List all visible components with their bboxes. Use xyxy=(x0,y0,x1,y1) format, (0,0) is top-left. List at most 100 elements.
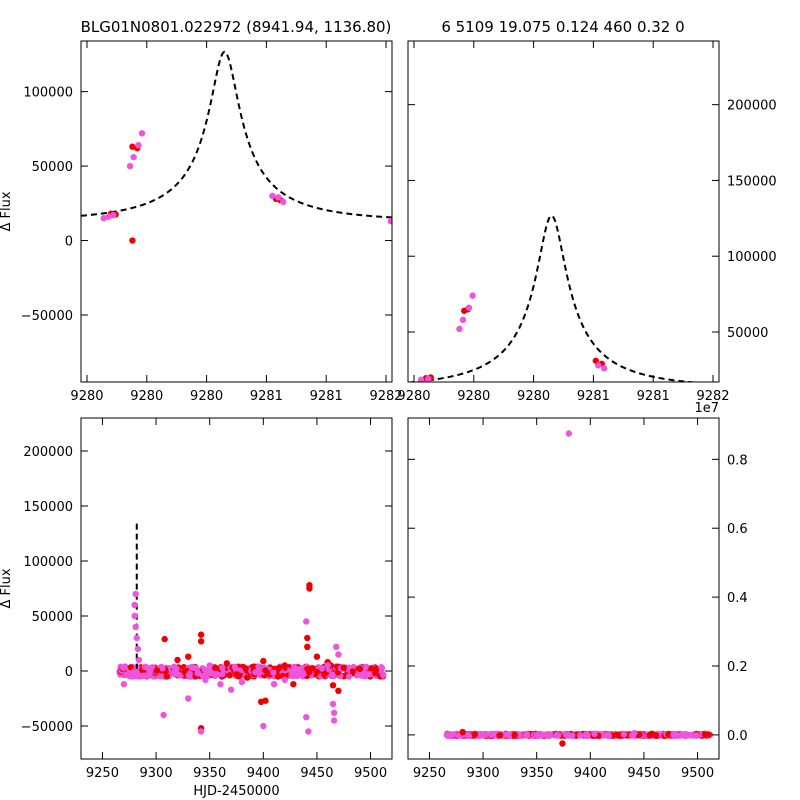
data-point-baseline xyxy=(591,730,598,738)
data-point-baseline xyxy=(255,663,262,670)
y-offset-label: 1e7 xyxy=(694,401,719,416)
x-tick-label: 9280 xyxy=(70,389,103,404)
data-point-baseline xyxy=(682,731,690,738)
data-point-baseline xyxy=(180,663,188,671)
x-tick-label: 9280 xyxy=(517,389,550,404)
data-point-baseline xyxy=(305,669,313,676)
data-point-baseline xyxy=(636,731,643,738)
data-point-magenta xyxy=(281,676,288,683)
y-tick-label: 200000 xyxy=(727,99,777,114)
data-point-baseline xyxy=(219,671,226,678)
data-point-magenta xyxy=(275,194,282,201)
data-point-baseline xyxy=(471,731,479,738)
y-tick-label: 150000 xyxy=(23,500,73,515)
data-point-baseline xyxy=(119,664,127,671)
x-tick-label: 9350 xyxy=(193,766,226,781)
data-point-red xyxy=(129,237,136,244)
data-point-magenta xyxy=(330,709,338,716)
data-point-magenta xyxy=(345,673,353,680)
x-tick-label: 9282 xyxy=(369,389,402,404)
data-point-magenta xyxy=(129,673,136,680)
data-point-red xyxy=(559,740,566,747)
x-tick-label: 9500 xyxy=(681,766,714,781)
data-point-baseline xyxy=(524,731,531,739)
x-tick-label: 9280 xyxy=(130,389,163,404)
y-tick-label: −50000 xyxy=(21,720,73,735)
x-tick-label: 9280 xyxy=(457,389,490,404)
x-tick-label: 9250 xyxy=(86,766,119,781)
y-tick-label: −50000 xyxy=(21,309,73,324)
data-point-baseline xyxy=(194,669,202,676)
data-point-magenta xyxy=(479,731,487,739)
y-tick-label: 100000 xyxy=(23,555,73,570)
y-tick-label: 0.8 xyxy=(727,453,748,468)
x-tick-label: 9400 xyxy=(574,766,607,781)
data-point-magenta xyxy=(134,645,142,653)
chart-panel-bottom-left: 9250 9300 9350 9400 9450 9500 −50000 0 50000 1000… xyxy=(0,417,393,799)
data-point-baseline xyxy=(219,664,226,671)
axes-frame xyxy=(407,40,720,383)
x-tick-label: 9300 xyxy=(467,766,500,781)
data-point-magenta xyxy=(238,678,246,686)
data-point-red xyxy=(262,697,269,704)
y-tick-label: 0 xyxy=(65,235,73,250)
data-point-baseline xyxy=(144,672,152,679)
data-point-baseline xyxy=(349,668,357,675)
data-point-magenta xyxy=(600,365,608,372)
y-tick-label: 200000 xyxy=(23,445,73,460)
data-point-baseline xyxy=(313,668,321,675)
data-point-red xyxy=(211,664,219,671)
data-point-red xyxy=(244,674,251,681)
data-point-magenta xyxy=(110,212,117,219)
data-point-magenta xyxy=(185,695,192,702)
data-point-baseline xyxy=(613,731,620,739)
data-point-magenta xyxy=(335,651,342,658)
data-point-magenta xyxy=(130,153,137,161)
data-point-baseline xyxy=(250,663,258,670)
data-point-red xyxy=(197,631,205,638)
x-tick-label: 9281 xyxy=(310,389,343,404)
data-point-red xyxy=(306,585,313,592)
data-point-magenta xyxy=(329,700,337,708)
data-point-baseline xyxy=(320,671,328,678)
data-point-red xyxy=(223,660,231,667)
data-point-baseline xyxy=(158,673,165,680)
data-point-baseline xyxy=(172,671,179,678)
data-point-baseline xyxy=(693,732,700,739)
data-point-baseline xyxy=(554,732,561,739)
data-point-red xyxy=(372,666,380,674)
data-point-magenta xyxy=(132,623,139,631)
data-point-red xyxy=(459,728,466,736)
y-tick-label: 50000 xyxy=(32,160,73,175)
x-axis-label: HJD-2450000 xyxy=(193,784,279,799)
x-tick-label: 9281 xyxy=(577,389,610,404)
data-point-baseline xyxy=(203,670,210,677)
data-point-magenta xyxy=(533,731,540,739)
data-point-baseline xyxy=(163,673,171,680)
data-point-baseline xyxy=(547,731,554,739)
data-point-baseline xyxy=(364,670,371,678)
x-tick-label: 9280 xyxy=(190,389,223,404)
data-point-magenta xyxy=(465,304,473,311)
y-tick-label: 150000 xyxy=(727,174,777,189)
data-point-baseline xyxy=(506,731,514,739)
data-point-magenta xyxy=(303,714,310,721)
data-point-baseline xyxy=(141,663,149,671)
data-point-red xyxy=(174,656,181,664)
data-point-red xyxy=(281,662,288,669)
data-point-baseline xyxy=(604,732,611,739)
data-point-magenta xyxy=(131,612,138,620)
data-point-baseline xyxy=(276,664,283,671)
data-point-magenta xyxy=(456,325,463,333)
data-point-baseline xyxy=(565,732,573,739)
data-point-magenta xyxy=(160,711,167,719)
data-point-baseline xyxy=(226,672,233,679)
y-tick-label: 0.4 xyxy=(727,591,748,606)
chart-panel-top-left: 9280 9280 9280 9281 9281 9282 −50000 0 50000 1000… xyxy=(0,40,403,404)
data-point-magenta xyxy=(594,362,602,369)
data-point-magenta xyxy=(120,681,128,688)
model-curve xyxy=(408,214,701,382)
y-tick-label: 0.0 xyxy=(727,729,748,744)
y-tick-label: 0 xyxy=(65,665,73,680)
